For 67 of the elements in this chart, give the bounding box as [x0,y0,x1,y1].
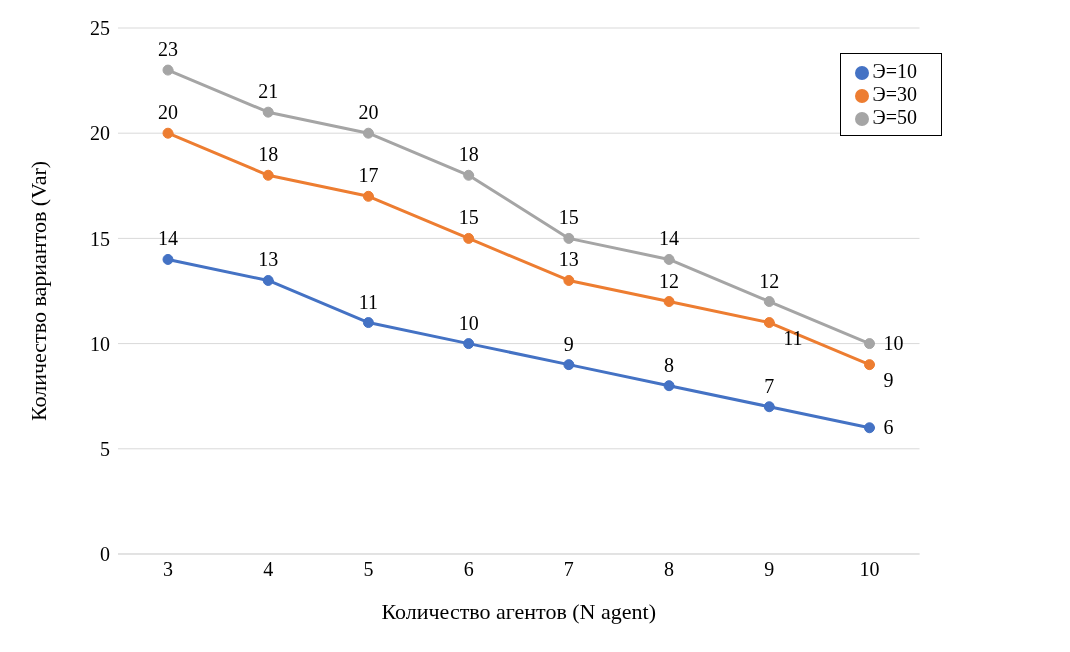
data-label: 15 [458,206,479,229]
data-label: 10 [458,311,479,334]
x-tick-label: 6 [463,558,474,581]
data-label: 11 [358,290,379,313]
point [262,169,274,181]
data-label: 14 [158,227,178,250]
legend-label: Э=10 [872,60,917,82]
point [763,296,775,308]
point [663,380,675,392]
data-label: 21 [258,80,279,103]
data-label: 15 [558,206,579,229]
data-label: 14 [659,227,680,250]
point [162,253,174,265]
data-label: 17 [358,164,379,187]
data-label: 12 [759,269,780,292]
legend-label: Э=30 [872,83,917,105]
data-label: 11 [783,326,803,349]
y-tick-label: 0 [100,543,110,566]
y-tick-label: 5 [100,437,110,460]
point [663,253,675,265]
data-label: 9 [563,332,574,355]
data-label: 12 [659,269,680,292]
y-tick-label: 20 [90,122,110,145]
point [463,232,475,244]
point [563,274,575,286]
data-label: 23 [158,38,178,61]
point [864,359,876,371]
x-tick-label: 9 [764,558,775,581]
point [262,106,274,118]
data-label: 13 [258,248,279,271]
x-tick-label: 5 [363,558,374,581]
point [663,296,675,308]
point [362,317,374,329]
data-label: 13 [558,248,579,271]
data-label: 10 [883,331,904,354]
point [763,317,775,329]
point [563,359,575,371]
x-tick-label: 8 [664,558,675,581]
point [763,401,775,413]
data-label: 7 [764,374,775,397]
point [864,338,876,350]
x-tick-label: 10 [859,558,880,581]
point [563,232,575,244]
point [463,169,475,181]
data-label: 18 [458,143,479,166]
legend-label: Э=50 [872,106,917,128]
point [362,190,374,202]
data-label: 20 [158,101,178,124]
x-tick-label: 3 [163,558,173,581]
data-label: 8 [664,353,675,376]
y-tick-label: 15 [90,227,110,250]
point [463,338,475,350]
point [162,127,174,139]
point [362,127,374,139]
x-axis-title: Количество агентов (N agent) [381,599,656,624]
y-tick-label: 25 [90,17,110,40]
data-label: 6 [883,415,894,438]
data-label: 20 [358,101,379,124]
x-tick-label: 7 [563,558,574,581]
point [262,274,274,286]
point [864,422,876,434]
y-tick-label: 10 [90,332,110,355]
data-label: 18 [258,143,279,166]
x-tick-label: 4 [263,558,274,581]
point [162,64,174,76]
y-axis-title: Количество вариантов (Var) [25,160,51,422]
data-label: 9 [883,368,894,391]
